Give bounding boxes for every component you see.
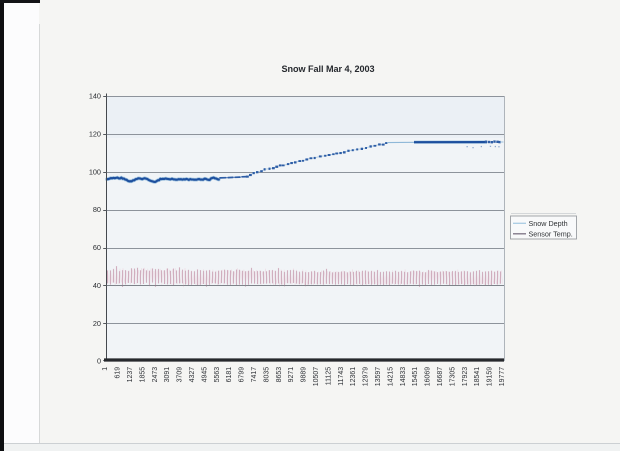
svg-text:0: 0: [97, 357, 101, 366]
svg-text:1855: 1855: [139, 367, 146, 383]
svg-text:20: 20: [93, 319, 101, 328]
svg-text:15451: 15451: [412, 367, 419, 387]
svg-text:10507: 10507: [313, 367, 320, 387]
svg-text:4945: 4945: [201, 367, 208, 383]
svg-text:13597: 13597: [375, 367, 382, 387]
svg-text:619: 619: [115, 367, 122, 379]
svg-text:Snow Depth: Snow Depth: [529, 219, 568, 228]
svg-text:18541: 18541: [474, 367, 481, 387]
svg-text:60: 60: [93, 243, 101, 252]
svg-text:6181: 6181: [226, 367, 233, 383]
svg-text:16069: 16069: [425, 367, 432, 387]
svg-text:6799: 6799: [239, 367, 246, 383]
svg-text:12361: 12361: [350, 367, 357, 387]
svg-text:17923: 17923: [462, 367, 469, 387]
svg-text:16687: 16687: [437, 367, 444, 387]
svg-text:4327: 4327: [189, 367, 196, 383]
svg-text:100: 100: [89, 167, 101, 176]
svg-text:40: 40: [93, 281, 101, 290]
svg-text:1: 1: [102, 367, 109, 371]
svg-text:9271: 9271: [288, 367, 295, 383]
svg-text:14215: 14215: [387, 367, 394, 387]
svg-text:140: 140: [89, 92, 101, 101]
svg-text:Sensor Temp.: Sensor Temp.: [529, 230, 573, 239]
svg-text:1237: 1237: [127, 367, 134, 383]
svg-text:17305: 17305: [449, 367, 456, 387]
svg-text:8653: 8653: [276, 367, 283, 383]
svg-text:7417: 7417: [251, 367, 258, 383]
svg-text:12979: 12979: [363, 367, 370, 387]
svg-text:120: 120: [89, 130, 101, 139]
svg-text:8035: 8035: [263, 367, 270, 383]
svg-text:11125: 11125: [325, 367, 332, 386]
svg-text:19159: 19159: [487, 367, 494, 387]
svg-text:11743: 11743: [338, 367, 345, 386]
svg-text:80: 80: [93, 205, 101, 214]
svg-text:2473: 2473: [152, 367, 159, 383]
svg-text:3709: 3709: [177, 367, 184, 383]
svg-text:Snow Fall Mar 4, 2003: Snow Fall Mar 4, 2003: [282, 64, 375, 74]
svg-text:3091: 3091: [164, 367, 171, 383]
svg-text:5563: 5563: [214, 367, 221, 383]
svg-text:9889: 9889: [301, 367, 308, 383]
svg-text:14833: 14833: [400, 367, 407, 387]
svg-text:19777: 19777: [499, 367, 506, 387]
